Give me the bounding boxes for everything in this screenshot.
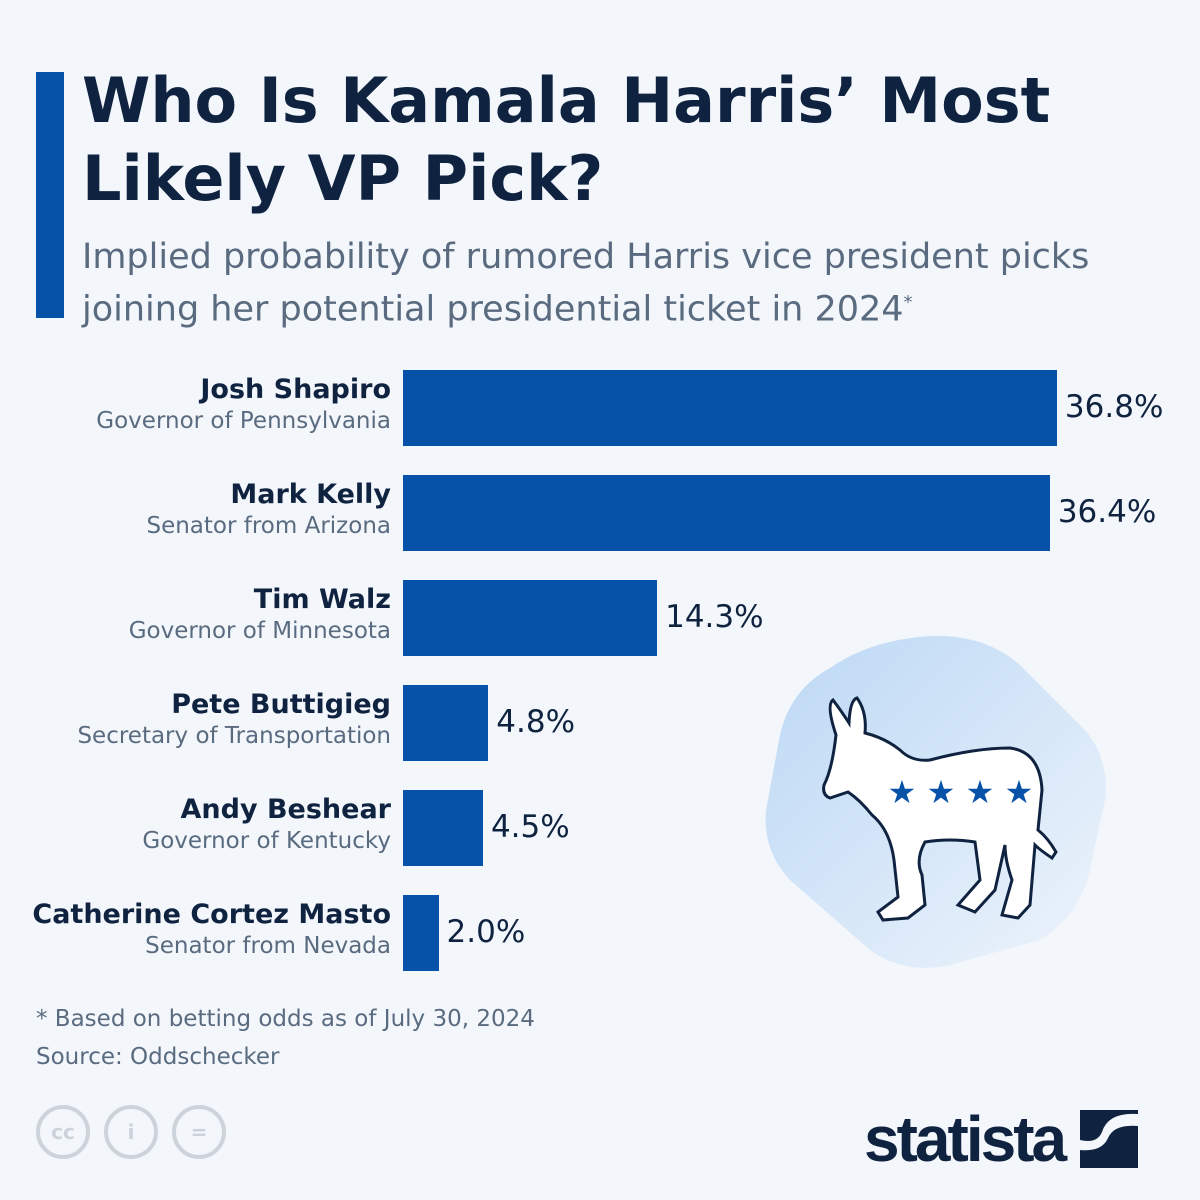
statista-logo-icon	[1080, 1110, 1139, 1168]
row-label: Andy Beshear Governor of Kentucky	[142, 794, 391, 856]
bar	[403, 685, 489, 761]
candidate-role: Governor of Pennsylvania	[96, 408, 391, 434]
logo-text: statista	[864, 1103, 1067, 1175]
row-label: Pete Buttigieg Secretary of Transportatio…	[77, 689, 391, 751]
star-icon: ★	[966, 773, 995, 811]
star-icon: ★	[927, 773, 956, 811]
candidate-role: Secretary of Transportation	[77, 723, 391, 749]
row-label: Josh Shapiro Governor of Pennsylvania	[96, 374, 391, 436]
bar-row: Andy Beshear Governor of Kentucky 4.5%	[0, 790, 1200, 866]
data-label: 2.0%	[446, 914, 526, 950]
row-label: Mark Kelly Senator from Arizona	[146, 479, 391, 541]
bar-row: Pete Buttigieg Secretary of Transportatio…	[0, 685, 1200, 761]
title-accent-bar	[36, 72, 64, 318]
row-label: Catherine Cortez Masto Senator from Nevad…	[32, 899, 391, 961]
candidate-role: Senator from Arizona	[146, 513, 391, 539]
bar	[403, 895, 439, 971]
source: Source: Oddschecker	[36, 1044, 280, 1070]
bar-row: Tim Walz Governor of Minnesota 14.3%	[0, 580, 1200, 656]
data-label: 4.5%	[490, 809, 570, 845]
row-label: Tim Walz Governor of Minnesota	[129, 584, 391, 646]
bar-row: Mark Kelly Senator from Arizona 36.4%	[0, 475, 1200, 551]
donkey-icon	[822, 696, 1058, 922]
data-label: 36.8%	[1064, 389, 1164, 425]
candidate-name: Andy Beshear	[180, 794, 391, 825]
bar	[403, 790, 483, 866]
data-label: 14.3%	[665, 599, 764, 635]
subtitle-footnote-mark: *	[903, 292, 913, 313]
bar-row: Catherine Cortez Masto Senator from Nevad…	[0, 895, 1200, 971]
candidate-name: Pete Buttigieg	[171, 689, 391, 720]
attribution-icon[interactable]: i	[104, 1105, 158, 1159]
bar	[403, 370, 1057, 446]
stars: ★ ★ ★ ★	[888, 773, 1034, 811]
candidate-name: Mark Kelly	[230, 479, 391, 510]
notes: * Based on betting odds as of July 30, 2…	[36, 1000, 535, 1076]
license-icons: cc i =	[36, 1105, 226, 1159]
bar	[403, 580, 658, 656]
candidate-role: Governor of Minnesota	[128, 618, 391, 644]
candidate-role: Senator from Nevada	[145, 933, 391, 959]
chart-title: Who Is Kamala Harris’ Most Likely VP Pic…	[82, 64, 1051, 215]
chart-subtitle: Implied probability of rumored Harris vi…	[82, 234, 1182, 333]
no-derivatives-icon[interactable]: =	[172, 1105, 226, 1159]
star-icon: ★	[1005, 773, 1034, 811]
data-label: 4.8%	[496, 704, 576, 740]
candidate-name: Catherine Cortez Masto	[32, 899, 391, 930]
candidate-role: Governor of Kentucky	[142, 828, 391, 854]
footnote: * Based on betting odds as of July 30, 2…	[36, 1006, 535, 1032]
star-icon: ★	[888, 773, 917, 811]
subtitle-text: Implied probability of rumored Harris vi…	[82, 237, 1090, 330]
statista-logo[interactable]: statista	[864, 1102, 1139, 1176]
cc-icon[interactable]: cc	[36, 1105, 90, 1159]
bar-row: Josh Shapiro Governor of Pennsylvania 36.8…	[0, 370, 1200, 446]
candidate-name: Tim Walz	[253, 584, 391, 615]
bar	[403, 475, 1050, 551]
data-label: 36.4%	[1057, 494, 1157, 530]
candidate-name: Josh Shapiro	[200, 374, 391, 405]
